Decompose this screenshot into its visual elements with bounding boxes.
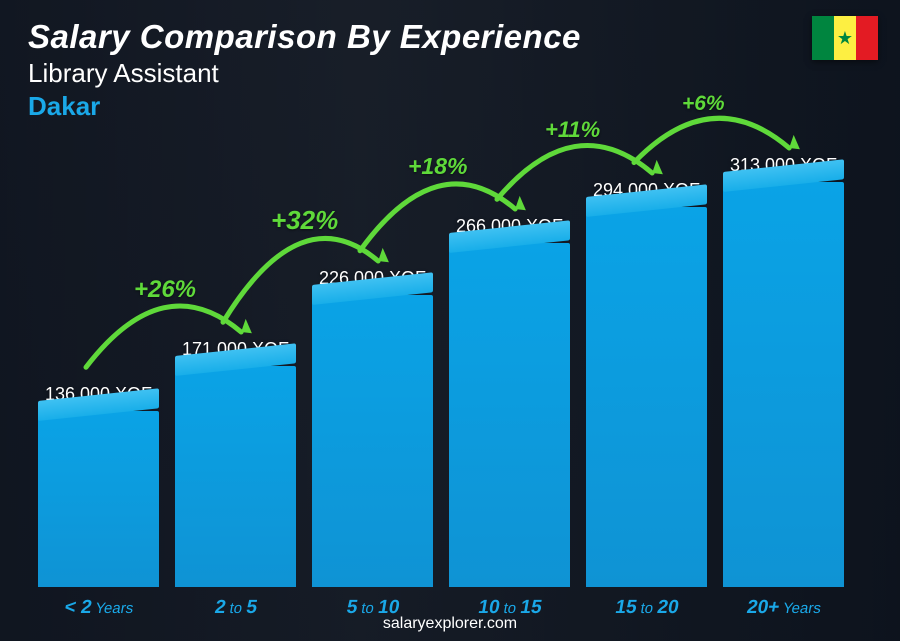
bar-group: 266,000 XOF10 to 15 [449,216,570,587]
flag-stripe-3 [856,16,878,60]
bar [175,366,296,587]
bar-group: 313,000 XOF20+ Years [723,155,844,587]
chart-subtitle: Library Assistant [28,58,581,89]
country-flag: ★ [812,16,878,60]
bar-category-label: < 2 Years [62,597,135,619]
flag-star-icon: ★ [837,29,853,47]
footer-attribution: salaryexplorer.com [383,615,517,633]
bar-category-label: 2 to 5 [213,597,259,619]
bar [449,243,570,587]
flag-stripe-2: ★ [834,16,856,60]
bar [723,182,844,587]
bar-category-label: 15 to 20 [613,597,680,619]
bar-chart: 136,000 XOF< 2 Years171,000 XOF2 to 5226… [30,87,852,587]
bar [312,295,433,587]
bar-group: 294,000 XOF15 to 20 [586,180,707,587]
bar [38,411,159,587]
bar-group: 136,000 XOF< 2 Years [38,384,159,587]
bar-group: 226,000 XOF5 to 10 [312,268,433,587]
bar-category-label: 20+ Years [745,597,823,619]
flag-stripe-1 [812,16,834,60]
bar [586,207,707,587]
chart-title: Salary Comparison By Experience [28,18,581,56]
bar-group: 171,000 XOF2 to 5 [175,339,296,587]
